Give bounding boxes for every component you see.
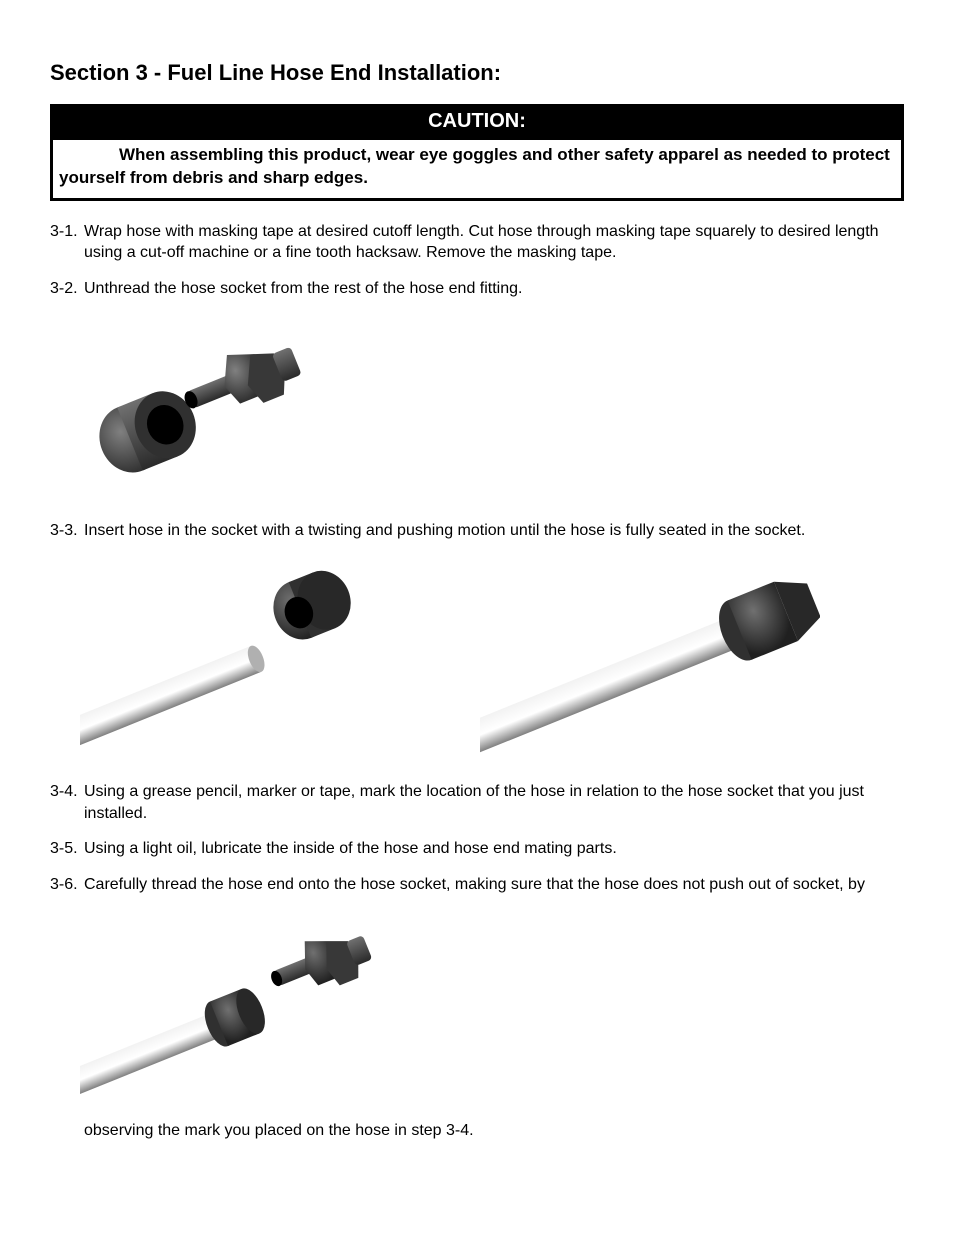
caution-box: CAUTION: When assembling this product, w… [50, 104, 904, 201]
step-text: Unthread the hose socket from the rest o… [84, 280, 522, 297]
step-text: Using a light oil, lubricate the inside … [84, 840, 617, 857]
section-title: Section 3 - Fuel Line Hose End Installat… [50, 60, 904, 86]
step-number: 3-4. [50, 781, 78, 803]
document-page: Section 3 - Fuel Line Hose End Installat… [0, 0, 954, 1181]
figure-hose-seated [480, 555, 820, 755]
caution-body: When assembling this product, wear eye g… [51, 138, 903, 200]
step-number: 3-2. [50, 278, 78, 300]
step-number: 3-6. [50, 874, 78, 896]
figure-row-1 [80, 314, 904, 494]
steps-list: 3-1. Wrap hose with masking tape at desi… [50, 221, 904, 300]
caution-header: CAUTION: [51, 105, 903, 138]
step-3-1: 3-1. Wrap hose with masking tape at desi… [50, 221, 904, 264]
figure-hose-and-socket [80, 555, 360, 755]
step-number: 3-5. [50, 838, 78, 860]
step-3-2: 3-2. Unthread the hose socket from the r… [50, 278, 904, 300]
step-3-6: 3-6. Carefully thread the hose end onto … [50, 874, 904, 896]
step-3-6-continuation: observing the mark you placed on the hos… [50, 1120, 904, 1142]
step-number: 3-1. [50, 221, 78, 243]
step-text: Insert hose in the socket with a twistin… [84, 522, 805, 539]
step-text: Using a grease pencil, marker or tape, m… [84, 783, 864, 822]
steps-list: 3-3. Insert hose in the socket with a tw… [50, 520, 904, 542]
step-3-4: 3-4. Using a grease pencil, marker or ta… [50, 781, 904, 824]
figure-row-2 [80, 555, 904, 755]
step-text: Wrap hose with masking tape at desired c… [84, 223, 879, 262]
step-3-3: 3-3. Insert hose in the socket with a tw… [50, 520, 904, 542]
caution-body-text: When assembling this product, wear eye g… [59, 145, 890, 187]
step-text: Carefully thread the hose end onto the h… [84, 876, 865, 893]
steps-list: 3-4. Using a grease pencil, marker or ta… [50, 781, 904, 895]
figure-socket-fitting [80, 314, 310, 494]
figure-row-3 [80, 910, 904, 1100]
figure-thread-hose-end [80, 910, 380, 1100]
step-number: 3-3. [50, 520, 78, 542]
step-3-5: 3-5. Using a light oil, lubricate the in… [50, 838, 904, 860]
